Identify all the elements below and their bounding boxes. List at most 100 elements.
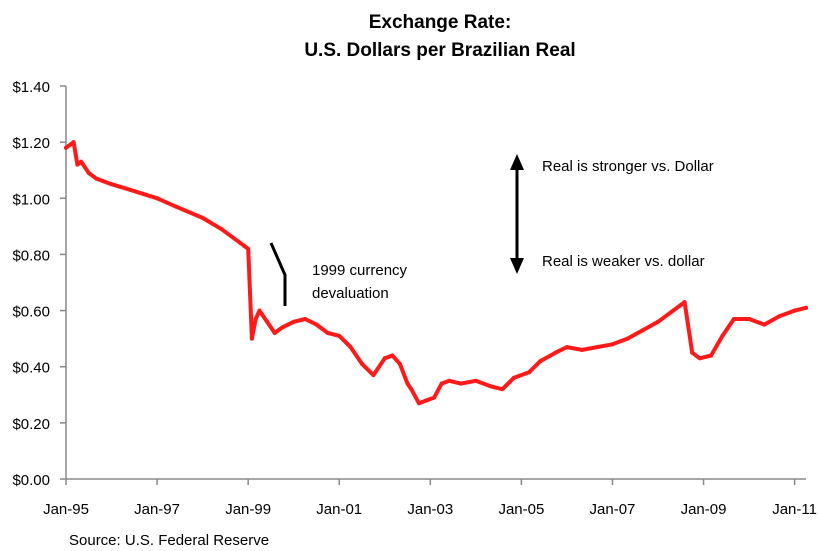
- y-tick-label: $1.40: [12, 79, 50, 96]
- data-point: [79, 159, 84, 164]
- arrow-down-icon: [510, 258, 524, 274]
- data-point: [257, 308, 262, 313]
- x-tick-label: Jan-01: [316, 501, 362, 518]
- data-point: [511, 375, 516, 380]
- data-point: [538, 359, 543, 364]
- y-tick-label: $0.80: [12, 247, 50, 264]
- devaluation-pointer: [269, 242, 287, 306]
- data-point: [128, 187, 133, 192]
- data-point: [731, 316, 736, 321]
- data-point: [390, 353, 395, 358]
- data-point: [526, 370, 531, 375]
- data-point: [71, 140, 76, 145]
- data-point: [94, 176, 99, 181]
- data-point: [458, 381, 463, 386]
- data-point: [253, 316, 258, 321]
- data-point: [447, 378, 452, 383]
- data-point: [64, 145, 68, 150]
- y-tick-label: $0.60: [12, 304, 50, 321]
- x-tick-label: Jan-97: [134, 501, 180, 518]
- data-point: [792, 308, 797, 313]
- stronger-label: Real is stronger vs. Dollar: [542, 158, 714, 175]
- data-point: [762, 322, 767, 327]
- chart-title-line-1: Exchange Rate:: [369, 12, 512, 33]
- data-point: [697, 356, 702, 361]
- data-point: [360, 361, 364, 366]
- data-point: [500, 387, 505, 392]
- data-point: [155, 196, 160, 201]
- arrow-up-icon: [510, 154, 524, 170]
- weaker-label: Real is weaker vs. dollar: [542, 253, 705, 270]
- data-point: [200, 215, 205, 220]
- data-point: [246, 246, 251, 251]
- x-ticks: Jan-95 Jan-97 Jan-99 Jan-01 Jan-03 Jan-05 Jan-…: [43, 479, 817, 518]
- data-point: [86, 171, 91, 176]
- data-point: [280, 325, 285, 330]
- data-point: [473, 378, 478, 383]
- data-point: [720, 333, 725, 338]
- data-point: [238, 241, 243, 246]
- data-point: [397, 361, 402, 366]
- data-point: [682, 300, 687, 305]
- data-point: [580, 347, 585, 352]
- y-tick-label: $1.00: [12, 191, 50, 208]
- data-point: [75, 162, 80, 167]
- data-point: [348, 345, 353, 350]
- data-point: [747, 316, 752, 321]
- data-point: [382, 356, 387, 361]
- devaluation-label-line-1: 1999 currency: [312, 262, 408, 279]
- data-point: [219, 227, 224, 232]
- data-point: [405, 381, 410, 386]
- data-point: [777, 314, 782, 319]
- data-point: [489, 384, 494, 389]
- data-point: [314, 322, 319, 327]
- data-point: [325, 331, 330, 336]
- x-tick-label: Jan-11: [772, 501, 817, 518]
- data-point: [439, 381, 444, 386]
- x-tick-label: Jan-09: [681, 501, 727, 518]
- data-point: [804, 305, 808, 310]
- data-point: [303, 316, 308, 321]
- data-point: [690, 350, 695, 355]
- x-tick-label: Jan-07: [590, 501, 636, 518]
- source-note: Source: U.S. Federal Reserve: [69, 532, 269, 549]
- data-point: [656, 319, 660, 324]
- data-point: [424, 398, 429, 403]
- y-ticks: $0.00 $0.20 $0.40 $0.60 $0.80 $1.00 $1.20 $1.40: [12, 79, 66, 489]
- exchange-rate-line: [64, 140, 808, 406]
- x-tick-label: Jan-99: [225, 501, 271, 518]
- data-point: [337, 333, 342, 338]
- devaluation-label-line-2: devaluation: [312, 285, 389, 302]
- data-point: [625, 336, 630, 341]
- data-point: [371, 373, 376, 378]
- data-point: [610, 342, 615, 347]
- y-tick-label: $0.00: [12, 472, 50, 489]
- series-group: [64, 140, 808, 406]
- data-point: [640, 328, 645, 333]
- data-point: [174, 204, 179, 209]
- y-tick-label: $1.20: [12, 135, 50, 152]
- data-point: [595, 345, 600, 350]
- axes: [65, 86, 806, 480]
- data-point: [432, 395, 437, 400]
- data-point: [409, 387, 414, 392]
- data-point: [272, 331, 277, 336]
- x-tick-label: Jan-05: [498, 501, 544, 518]
- chart-title-line-2: U.S. Dollars per Brazilian Real: [304, 40, 575, 61]
- data-point: [416, 401, 421, 406]
- data-point: [709, 353, 714, 358]
- data-point: [564, 345, 569, 350]
- y-tick-label: $0.20: [12, 416, 50, 433]
- devaluation-annotation: 1999 currency devaluation: [269, 242, 408, 306]
- data-point: [242, 244, 247, 249]
- data-point: [265, 319, 270, 324]
- data-point: [109, 182, 114, 187]
- data-point: [671, 308, 676, 313]
- y-tick-label: $0.40: [12, 360, 50, 377]
- data-point: [553, 350, 558, 355]
- x-tick-label: Jan-95: [43, 501, 89, 518]
- x-tick-label: Jan-03: [407, 501, 453, 518]
- data-point: [291, 319, 296, 324]
- data-point: [249, 336, 254, 341]
